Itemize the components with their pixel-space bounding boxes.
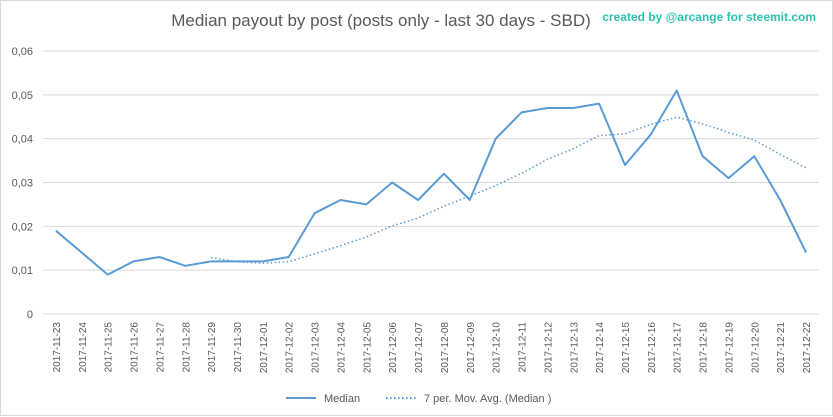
x-tick-label: 2017-12-08 <box>440 322 451 374</box>
x-tick-label: 2017-12-07 <box>414 322 425 374</box>
x-tick-label: 2017-11-27 <box>155 322 166 373</box>
chart-title: Median payout by post (posts only - last… <box>171 11 591 30</box>
x-tick-label: 2017-12-09 <box>466 322 477 374</box>
x-tick-label: 2017-11-24 <box>78 322 89 373</box>
x-tick-label: 2017-11-30 <box>233 322 244 373</box>
median-series-line <box>55 89 807 276</box>
x-tick-label: 2017-12-19 <box>724 322 735 374</box>
x-tick-label: 2017-12-05 <box>362 322 373 374</box>
x-tick-label: 2017-12-21 <box>776 322 787 374</box>
y-tick-label: 0,06 <box>12 46 33 58</box>
x-tick-label: 2017-12-02 <box>285 322 296 374</box>
x-tick-label: 2017-12-13 <box>569 322 580 374</box>
x-tick-label: 2017-12-15 <box>621 322 632 374</box>
x-tick-label: 2017-11-23 <box>52 322 63 373</box>
x-tick-label: 2017-12-18 <box>699 322 710 374</box>
x-tick-label: 2017-12-11 <box>518 322 529 373</box>
moving-average-series-line <box>210 116 807 264</box>
y-tick-label: 0 <box>27 309 33 321</box>
legend-moving-average-label: 7 per. Mov. Avg. (Median ) <box>424 393 551 405</box>
x-tick-label: 2017-12-17 <box>673 322 684 374</box>
y-tick-label: 0,05 <box>12 90 33 102</box>
x-tick-label: 2017-12-16 <box>647 322 658 374</box>
x-tick-label: 2017-12-04 <box>336 322 347 374</box>
x-tick-label: 2017-11-29 <box>207 322 218 373</box>
x-tick-label: 2017-12-06 <box>388 322 399 374</box>
x-tick-label: 2017-12-14 <box>595 322 606 374</box>
x-tick-label: 2017-12-01 <box>259 322 270 374</box>
y-tick-label: 0,04 <box>12 134 33 146</box>
x-tick-label: 2017-12-10 <box>492 322 503 374</box>
y-tick-label: 0,02 <box>12 221 33 233</box>
y-tick-label: 0,03 <box>12 178 33 190</box>
y-tick-label: 0,01 <box>12 265 33 277</box>
x-tick-label: 2017-11-26 <box>130 322 141 373</box>
x-tick-label: 2017-11-28 <box>181 322 192 373</box>
x-tick-label: 2017-12-12 <box>543 322 554 374</box>
x-tick-label: 2017-12-22 <box>802 322 813 374</box>
legend-median-label: Median <box>324 393 360 405</box>
x-tick-label: 2017-12-20 <box>750 322 761 374</box>
chart-credit: created by @arcange for steemit.com <box>602 10 816 24</box>
x-tick-label: 2017-11-25 <box>104 322 115 373</box>
x-tick-label: 2017-12-03 <box>311 322 322 374</box>
